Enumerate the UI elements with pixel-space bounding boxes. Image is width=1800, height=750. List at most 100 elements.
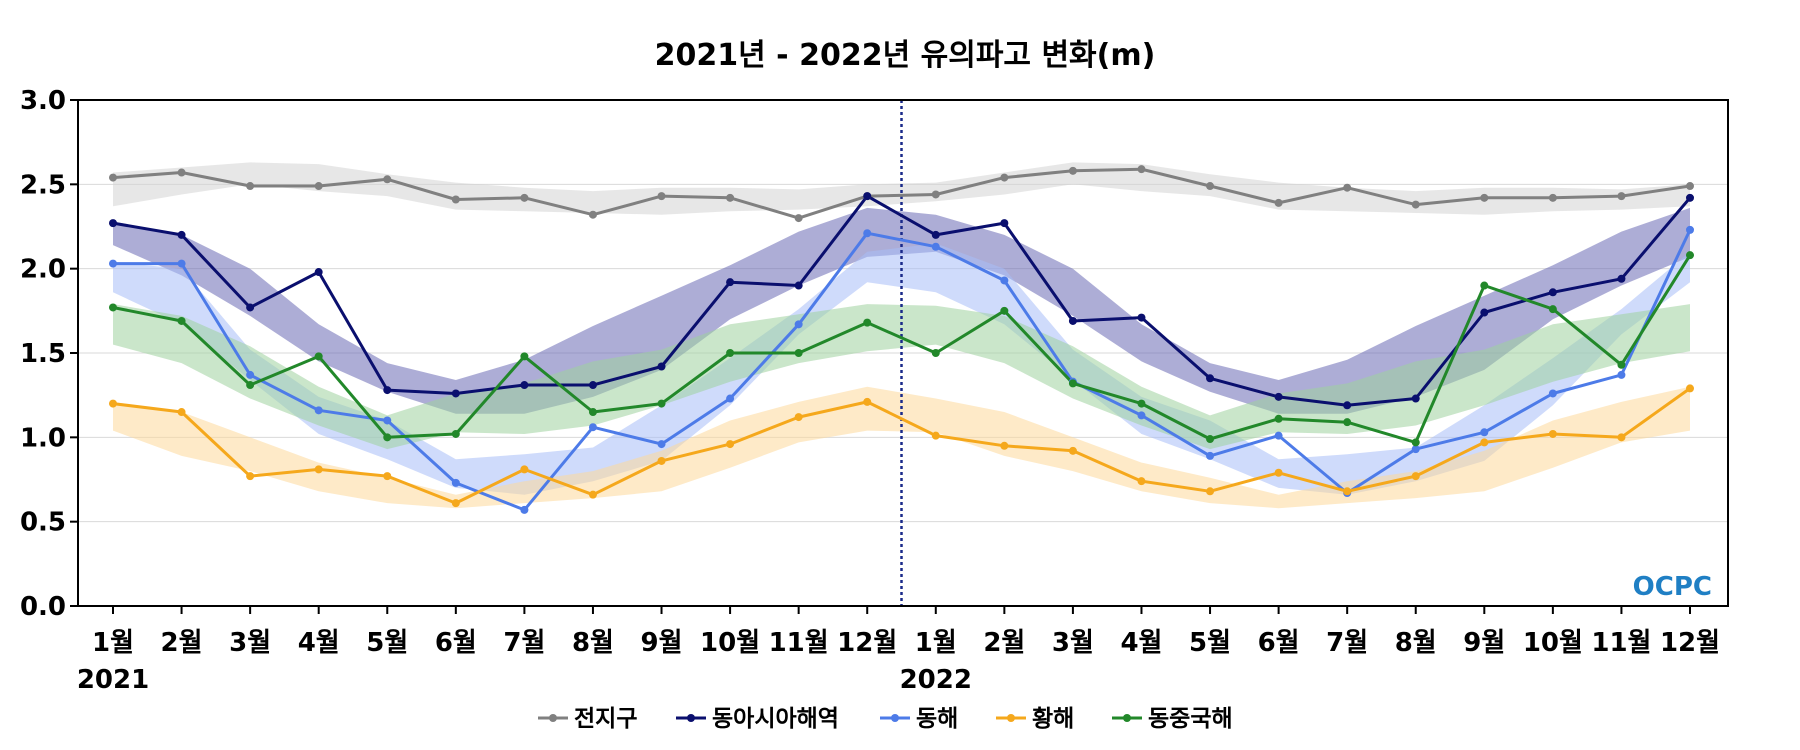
data-point-3 xyxy=(177,408,186,417)
data-point-3 xyxy=(109,399,117,408)
data-point-0 xyxy=(588,210,597,219)
range-band-3 xyxy=(113,386,1690,509)
x-tick-label: 11월 xyxy=(769,628,829,658)
x-tick-label: 2월 xyxy=(983,628,1025,658)
data-point-0 xyxy=(1686,182,1694,191)
data-point-2 xyxy=(1617,370,1626,379)
data-point-4 xyxy=(177,316,186,325)
x-tick-label: 8월 xyxy=(1395,628,1437,658)
data-point-2 xyxy=(1548,389,1557,398)
data-point-4 xyxy=(109,303,117,312)
data-point-0 xyxy=(657,192,666,201)
x-axis: 1월 2월 3월 4월 5월 6월 7월 8월 9월 10월 11월 12월 1월 2월 3월 4월 5월 6월 7… xyxy=(77,606,1720,695)
data-point-2 xyxy=(177,259,186,268)
data-point-0 xyxy=(931,190,940,199)
chart-title: 2021년 - 2022년 유의파고 변화(m) xyxy=(655,38,1156,73)
data-point-4 xyxy=(383,433,392,442)
x-tick-label: 1월 xyxy=(92,628,134,658)
data-point-3 xyxy=(863,397,872,406)
data-point-1 xyxy=(1480,308,1489,317)
y-tick-label: 3.0 xyxy=(20,86,66,116)
data-point-1 xyxy=(1548,288,1557,297)
data-point-0 xyxy=(1000,173,1009,182)
series-line-2 xyxy=(113,229,1692,512)
data-point-1 xyxy=(1274,392,1283,401)
data-point-0 xyxy=(314,182,323,191)
x-tick-label: 5월 xyxy=(1189,628,1231,658)
series-line-0 xyxy=(112,167,1691,220)
data-point-1 xyxy=(931,230,940,239)
data-point-1 xyxy=(588,381,597,390)
data-point-3 xyxy=(1411,472,1420,481)
legend-label: 전지구 xyxy=(574,706,637,732)
legend-label: 황해 xyxy=(1032,706,1074,732)
x-tick-label: 4월 xyxy=(298,628,340,658)
legend-swatch-marker xyxy=(891,714,899,722)
y-axis: 0.0 0.5 1.0 1.5 2.0 2.5 3.0 xyxy=(20,86,78,622)
legend-item-2: 동해 xyxy=(880,706,958,732)
data-point-1 xyxy=(1617,274,1626,283)
data-point-4 xyxy=(1617,360,1626,369)
x-tick-label: 9월 xyxy=(1463,628,1505,658)
data-point-0 xyxy=(1411,200,1420,209)
data-point-2 xyxy=(1480,428,1489,437)
data-point-0 xyxy=(1206,182,1215,191)
data-point-4 xyxy=(1206,435,1215,444)
data-point-0 xyxy=(520,193,529,202)
legend-swatch-marker xyxy=(1123,714,1131,722)
data-point-2 xyxy=(520,505,529,514)
data-point-4 xyxy=(588,408,597,417)
series-line-1 xyxy=(112,194,1692,407)
data-point-2 xyxy=(451,478,460,487)
data-point-2 xyxy=(1206,451,1215,460)
data-point-1 xyxy=(383,386,392,395)
data-point-1 xyxy=(246,303,255,312)
data-point-4 xyxy=(794,349,803,357)
range-band-4 xyxy=(113,304,1690,450)
data-point-1 xyxy=(1206,374,1215,383)
data-point-2 xyxy=(383,416,392,425)
data-point-4 xyxy=(1274,414,1283,423)
data-point-1 xyxy=(177,230,186,239)
data-point-0 xyxy=(1617,192,1626,201)
data-point-3 xyxy=(1480,438,1489,447)
data-point-3 xyxy=(1137,477,1146,486)
data-point-3 xyxy=(451,499,460,508)
data-point-2 xyxy=(1000,276,1009,285)
y-tick-label: 0.0 xyxy=(20,592,66,622)
data-point-4 xyxy=(1548,305,1557,314)
legend-item-0: 전지구 xyxy=(538,706,637,732)
series-line-3 xyxy=(112,387,1691,505)
x-tick-label: 4월 xyxy=(1120,628,1162,658)
data-point-4 xyxy=(1480,281,1489,290)
data-point-1 xyxy=(451,389,460,398)
year-label: 2022 xyxy=(900,665,972,695)
data-point-4 xyxy=(520,352,529,361)
x-tick-label: 3월 xyxy=(229,628,271,658)
data-point-2 xyxy=(1274,431,1283,440)
y-tick-label: 2.0 xyxy=(20,255,66,285)
data-point-2 xyxy=(314,406,323,415)
data-point-3 xyxy=(1548,429,1557,438)
data-point-1 xyxy=(1068,316,1077,325)
data-point-2 xyxy=(726,394,735,403)
data-point-1 xyxy=(1411,394,1420,403)
data-point-3 xyxy=(931,431,940,440)
range-band-0 xyxy=(113,162,1690,215)
data-point-3 xyxy=(1343,487,1352,496)
x-tick-label: 11월 xyxy=(1591,628,1651,658)
data-point-3 xyxy=(1068,446,1077,455)
series-points xyxy=(109,165,1694,514)
x-tick-label: 9월 xyxy=(641,628,683,658)
data-point-0 xyxy=(383,175,392,184)
data-point-4 xyxy=(1686,251,1694,260)
data-point-3 xyxy=(314,465,323,474)
x-tick-label: 10월 xyxy=(700,628,760,658)
x-tick-label: 3월 xyxy=(1052,628,1094,658)
data-point-2 xyxy=(657,440,666,449)
data-point-1 xyxy=(520,381,529,390)
data-point-4 xyxy=(931,349,940,357)
x-tick-label: 5월 xyxy=(366,628,408,658)
data-point-3 xyxy=(726,440,735,449)
